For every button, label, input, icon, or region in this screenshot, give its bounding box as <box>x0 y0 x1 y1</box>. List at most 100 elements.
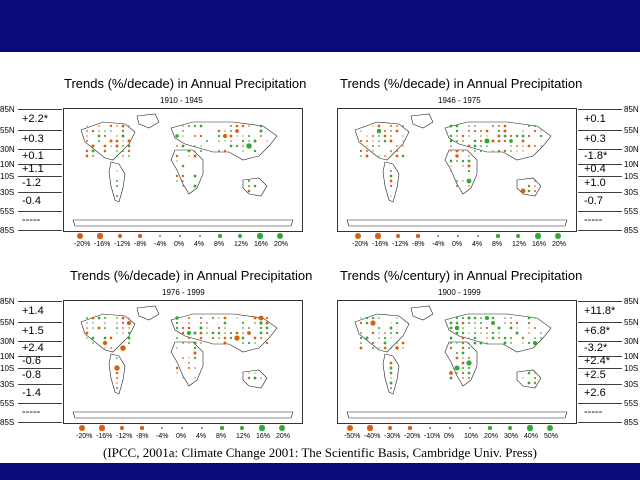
trend-dot <box>127 139 131 143</box>
trend-dot <box>527 341 531 345</box>
trend-dot <box>187 336 191 340</box>
trend-dot <box>449 321 453 325</box>
trend-dot <box>390 130 392 132</box>
trend-dot <box>390 135 392 137</box>
trend-dot <box>187 326 191 330</box>
trend-dot <box>109 139 113 143</box>
legend-label: -4% <box>154 241 167 248</box>
trend-dot <box>359 336 363 340</box>
trend-dot <box>194 150 196 152</box>
trend-dot <box>372 125 374 127</box>
legend-dot <box>117 233 123 239</box>
trend-dot <box>223 316 227 320</box>
lat-label: 85N <box>0 297 15 306</box>
trend-dot <box>449 336 453 340</box>
lat-label: 85S <box>624 226 639 235</box>
lat-label: 10N <box>624 352 639 361</box>
trend-dot <box>127 149 131 153</box>
trend-dot <box>486 332 488 334</box>
trend-dot <box>449 124 453 128</box>
trend-dot <box>527 134 531 138</box>
trend-dot <box>462 377 464 379</box>
trend-dot <box>540 332 542 334</box>
legend-label: 0% <box>452 241 463 248</box>
trend-dot <box>365 336 369 340</box>
trend-dot <box>510 150 512 152</box>
trend-dot <box>455 356 459 360</box>
legend-label: -10% <box>424 433 441 440</box>
trend-dot <box>181 144 185 148</box>
lat-label: 10N <box>624 160 639 169</box>
trend-dot <box>182 377 184 379</box>
trend-dot <box>473 316 477 320</box>
legend-dot <box>527 425 533 431</box>
trend-dot <box>193 341 197 345</box>
trend-dot <box>253 376 257 380</box>
trend-dot <box>188 357 190 359</box>
trend-dot <box>86 317 88 319</box>
band-trend-value: +1.4 <box>22 304 44 317</box>
band-trend-value: -1.8* <box>584 149 608 162</box>
legend-dot <box>220 426 224 430</box>
trend-dot <box>253 149 257 153</box>
trend-dot <box>371 316 375 320</box>
trend-dot <box>468 130 470 132</box>
trend-dot <box>241 321 245 325</box>
trend-dot <box>455 321 459 325</box>
legend-dot <box>277 233 283 239</box>
trend-dot <box>528 327 530 329</box>
trend-dot <box>468 377 470 379</box>
trend-dot <box>467 366 471 370</box>
legend-dot <box>198 234 202 238</box>
trend-dot <box>206 332 208 334</box>
trend-dot <box>509 139 513 143</box>
trend-dot <box>534 180 536 182</box>
trend-dot <box>402 125 404 127</box>
trend-dot <box>528 332 530 334</box>
trend-dot <box>533 376 537 380</box>
lat-label: 85N <box>0 105 15 114</box>
trend-dot <box>182 180 184 182</box>
trend-dot <box>254 372 256 374</box>
legend-label: 0% <box>444 433 455 440</box>
panel-period: 1900 - 1999 <box>438 288 481 297</box>
trend-dot <box>103 316 107 320</box>
trend-dot <box>461 316 465 320</box>
trend-dot <box>223 341 227 345</box>
legend-label: 4% <box>472 241 483 248</box>
trend-dot <box>468 135 470 137</box>
trend-dot <box>456 160 458 162</box>
legend-label: 4% <box>194 241 205 248</box>
trend-dot <box>115 371 119 375</box>
trend-dot <box>395 321 399 325</box>
trend-dot <box>365 149 369 153</box>
trend-dot <box>503 134 507 138</box>
trend-dot <box>259 331 263 335</box>
trend-dot <box>254 342 256 344</box>
trend-dot <box>390 195 392 197</box>
legend-dot <box>367 425 373 431</box>
trend-dot <box>527 381 531 385</box>
trend-dot <box>396 145 398 147</box>
trend-dot <box>253 184 257 188</box>
trend-dot <box>371 341 375 345</box>
legend-label: -16% <box>94 241 111 248</box>
lat-label: 10S <box>0 172 15 181</box>
legend-label: 0% <box>174 241 185 248</box>
trend-dot <box>534 337 536 339</box>
trend-dot <box>467 159 471 163</box>
trend-dot <box>181 331 185 335</box>
trend-dot <box>372 140 374 142</box>
legend-label: 16% <box>532 241 547 248</box>
trend-dot <box>491 139 495 143</box>
trend-dot <box>110 347 112 349</box>
trend-dot <box>534 190 536 192</box>
trend-dot <box>365 154 369 158</box>
trend-dot <box>235 144 239 148</box>
trend-dot <box>371 134 375 138</box>
trend-dot <box>86 130 88 132</box>
band-trend-value: +1.0 <box>584 177 606 189</box>
band-trend-value: ----- <box>584 213 603 226</box>
bottom-banner <box>0 463 640 480</box>
trend-dot <box>187 366 191 370</box>
